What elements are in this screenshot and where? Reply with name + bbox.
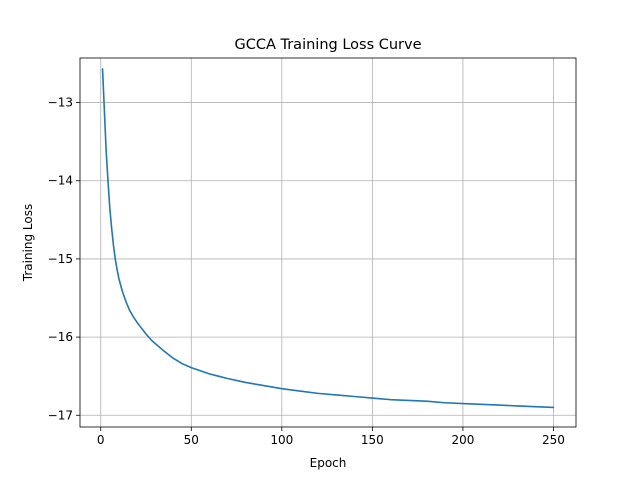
x-tick-label: 100 xyxy=(270,433,293,447)
y-tick-label: −15 xyxy=(48,252,73,266)
x-tick-label: 150 xyxy=(361,433,384,447)
x-axis-label: Epoch xyxy=(310,456,347,470)
y-axis-label: Training Loss xyxy=(21,204,35,282)
plot-frame xyxy=(79,57,577,428)
loss-curve-line xyxy=(101,68,555,409)
x-tick-label: 0 xyxy=(97,433,105,447)
series-layer xyxy=(101,68,555,409)
y-tick-label: −14 xyxy=(48,174,73,188)
x-tick-label: 50 xyxy=(184,433,199,447)
y-tick-label: −16 xyxy=(48,330,73,344)
x-tick-label: 200 xyxy=(451,433,474,447)
grid xyxy=(80,58,576,427)
x-tick-label: 250 xyxy=(542,433,565,447)
y-tick-label: −13 xyxy=(48,96,73,110)
y-tick-label: −17 xyxy=(48,408,73,422)
ticks: 0 50 100 150 200 250 −13 −14 −15 −16 −17 xyxy=(48,96,565,447)
chart-title: GCCA Training Loss Curve xyxy=(234,37,421,53)
